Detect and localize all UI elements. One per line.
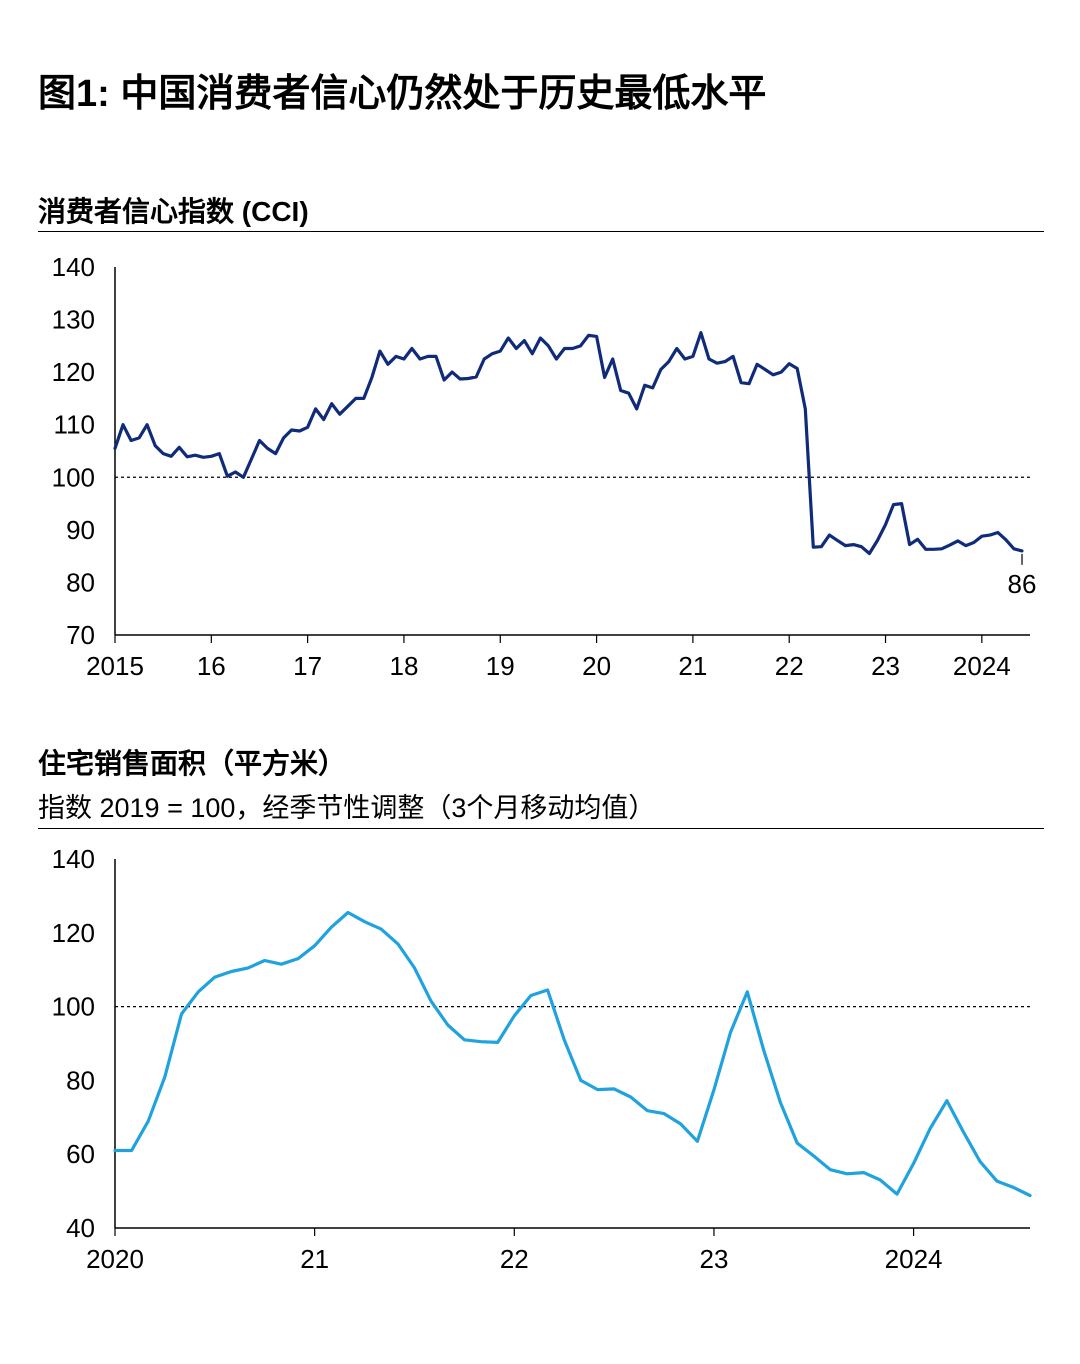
cci-x-tick-label: 18 bbox=[389, 651, 418, 681]
cci-y-tick-label: 80 bbox=[66, 567, 95, 597]
housing-y-tick-label: 120 bbox=[52, 918, 95, 948]
cci-y-tick-label: 110 bbox=[54, 410, 95, 440]
cci-y-tick-label: 100 bbox=[52, 462, 95, 492]
cci-x-tick-label: 2015 bbox=[86, 651, 144, 681]
cci-x-tick-label: 22 bbox=[775, 651, 804, 681]
housing-y-tick-label: 140 bbox=[52, 844, 95, 874]
cci-y-tick-label: 70 bbox=[66, 620, 95, 650]
cci-panel-title: 消费者信心指数 (CCI) bbox=[38, 196, 309, 227]
housing-y-tick-label: 80 bbox=[66, 1065, 95, 1095]
cci-x-tick-label: 17 bbox=[293, 651, 322, 681]
housing-series-line bbox=[113, 910, 1032, 1198]
cci-x-tick-label: 2024 bbox=[953, 651, 1011, 681]
housing-x-tick-label: 2020 bbox=[86, 1244, 144, 1274]
housing-x-tick-label: 2024 bbox=[885, 1244, 943, 1274]
cci-x-tick-label: 19 bbox=[486, 651, 515, 681]
cci-x-tick-label: 16 bbox=[197, 651, 226, 681]
housing-panel-title: 住宅销售面积（平方米） bbox=[38, 748, 347, 779]
cci-x-tick-label: 20 bbox=[582, 651, 611, 681]
cci-y-tick-label: 140 bbox=[52, 252, 95, 282]
housing-y-tick-label: 60 bbox=[66, 1139, 95, 1169]
housing-y-tick-label: 40 bbox=[66, 1213, 95, 1243]
housing-x-tick-label: 21 bbox=[300, 1244, 329, 1274]
housing-x-tick-label: 23 bbox=[699, 1244, 728, 1274]
cci-series-line bbox=[113, 331, 1024, 556]
housing-y-tick-label: 100 bbox=[52, 992, 95, 1022]
figure-title: 图1: 中国消费者信心仍然处于历史最低水平 bbox=[38, 73, 767, 115]
housing-x-tick-label: 22 bbox=[500, 1244, 529, 1274]
cci-y-tick-label: 90 bbox=[66, 515, 95, 545]
housing-title-rule bbox=[38, 828, 1044, 829]
cci-y-tick-label: 120 bbox=[52, 357, 95, 387]
housing-panel-subtitle: 指数 2019 = 100，经季节性调整（3个月移动均值） bbox=[38, 793, 656, 823]
cci-end-value-label: 86 bbox=[1008, 569, 1037, 599]
cci-x-tick-label: 23 bbox=[871, 651, 900, 681]
cci-y-tick-label: 130 bbox=[52, 305, 95, 335]
cci-title-rule bbox=[38, 231, 1044, 232]
cci-x-tick-label: 21 bbox=[678, 651, 707, 681]
